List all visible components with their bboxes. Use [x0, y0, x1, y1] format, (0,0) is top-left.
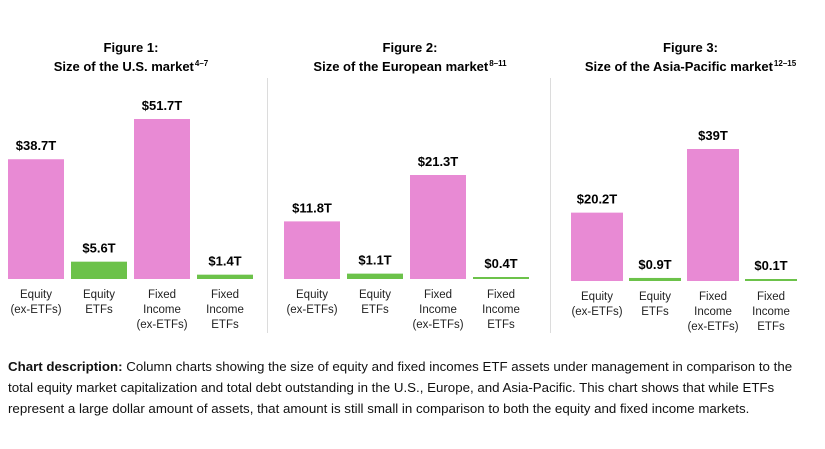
- category-label-line: Income: [143, 304, 181, 316]
- category-label-line: Equity: [581, 291, 613, 303]
- category-label-line: (ex-ETFs): [687, 321, 738, 333]
- category-label-line: Equity: [296, 289, 328, 301]
- category-label: Fixed Income (ex-ETFs): [412, 289, 463, 331]
- bar-value-label: $51.7T: [142, 98, 183, 113]
- bar: [629, 277, 681, 281]
- bar: [473, 277, 529, 279]
- category-label-line: Income: [206, 304, 244, 316]
- category-label: Equity ETFs: [639, 291, 671, 318]
- figure-number: Figure 3:: [663, 40, 718, 55]
- bar-value-label: $0.4T: [484, 256, 517, 271]
- bar: [8, 159, 64, 279]
- category-label-line: ETFs: [85, 304, 113, 316]
- figure-title: Figure 1: Size of the U.S. market4–7: [0, 40, 262, 75]
- bar-value-label: $0.9T: [638, 257, 671, 272]
- figure-title-text: Size of the Asia-Pacific market: [584, 59, 773, 74]
- figure-2: Figure 2: Size of the European market8–1…: [274, 0, 546, 345]
- category-label-line: (ex-ETFs): [10, 304, 61, 316]
- bar-value-label: $38.7T: [16, 138, 57, 153]
- chart-figure-3: $20.2T Equity (ex-ETFs) $0.9T Equity ETFs $39T…: [571, 128, 797, 333]
- category-label-line: ETFs: [757, 321, 785, 333]
- figure-title-text: Size of the U.S. market: [53, 59, 194, 74]
- bar: [410, 175, 466, 279]
- bar-value-label: $11.8T: [292, 200, 332, 215]
- bar: [284, 221, 340, 279]
- category-label: Fixed Income ETFs: [206, 289, 244, 331]
- category-label: Fixed Income ETFs: [482, 289, 520, 331]
- bar-value-label: $1.4T: [208, 254, 241, 269]
- category-label-line: (ex-ETFs): [286, 304, 337, 316]
- chart-figure-2: $11.8T Equity (ex-ETFs) $1.1T Equity ETFs $21.…: [284, 154, 529, 331]
- bar: [571, 212, 623, 281]
- category-label-line: Income: [482, 304, 520, 316]
- category-label: Fixed Income ETFs: [752, 291, 790, 333]
- bar-value-label: $20.2T: [577, 192, 618, 207]
- chart-description: Chart description: Column charts showing…: [8, 356, 816, 419]
- category-label-line: ETFs: [361, 304, 389, 316]
- category-label-line: Equity: [359, 289, 391, 301]
- category-label-line: Fixed: [699, 291, 727, 303]
- category-label: Fixed Income (ex-ETFs): [687, 291, 738, 333]
- figure-3: Figure 3: Size of the Asia-Pacific marke…: [556, 0, 825, 345]
- category-label-line: Equity: [639, 291, 671, 303]
- bar-value-label: $39T: [698, 128, 728, 143]
- category-label: Equity ETFs: [83, 289, 115, 316]
- category-label: Equity (ex-ETFs): [571, 291, 622, 318]
- title-footnote-refs: 12–15: [773, 59, 797, 68]
- figure-number: Figure 1:: [103, 40, 159, 55]
- category-label-line: (ex-ETFs): [571, 306, 622, 318]
- figure-title: Figure 2: Size of the European market8–1…: [274, 40, 546, 75]
- category-label: Equity ETFs: [359, 289, 391, 316]
- chart-figure-1: $38.7T Equity (ex-ETFs) $5.6T Equity ETFs $51.…: [8, 98, 253, 331]
- bar: [71, 261, 127, 279]
- bar: [347, 273, 403, 279]
- bar: [197, 274, 253, 279]
- category-label-line: Fixed: [148, 289, 176, 301]
- title-footnote-refs: 4–7: [194, 59, 209, 68]
- category-label-line: ETFs: [641, 306, 669, 318]
- category-label-line: Equity: [20, 289, 52, 301]
- bar-value-label: $21.3T: [418, 154, 459, 169]
- category-label: Equity (ex-ETFs): [10, 289, 61, 316]
- category-label: Equity (ex-ETFs): [286, 289, 337, 316]
- category-label-line: Fixed: [211, 289, 239, 301]
- divider: [267, 78, 268, 333]
- bar: [134, 119, 190, 279]
- figure-1: Figure 1: Size of the U.S. market4–7 $38…: [0, 0, 262, 345]
- chart-description-label: Chart description:: [8, 359, 123, 374]
- category-label-line: Fixed: [757, 291, 785, 303]
- category-label-line: Fixed: [487, 289, 515, 301]
- category-label-line: ETFs: [487, 319, 515, 331]
- divider: [550, 78, 551, 333]
- bar: [687, 149, 739, 281]
- category-label-line: ETFs: [211, 319, 239, 331]
- category-label-line: Income: [694, 306, 732, 318]
- title-footnote-refs: 8–11: [489, 59, 507, 68]
- bar-value-label: $5.6T: [82, 241, 115, 256]
- category-label-line: Income: [419, 304, 457, 316]
- category-label-line: (ex-ETFs): [412, 319, 463, 331]
- category-label-line: (ex-ETFs): [136, 319, 187, 331]
- figure-title-text: Size of the European market: [313, 59, 489, 74]
- category-label-line: Equity: [83, 289, 115, 301]
- category-label-line: Income: [752, 306, 790, 318]
- category-label: Fixed Income (ex-ETFs): [136, 289, 187, 331]
- chart-description-text: Column charts showing the size of equity…: [8, 359, 793, 416]
- figure-number: Figure 2:: [382, 40, 438, 55]
- bar: [745, 279, 797, 281]
- bar-value-label: $1.1T: [358, 253, 391, 268]
- figure-title: Figure 3: Size of the Asia-Pacific marke…: [556, 40, 825, 75]
- bar-value-label: $0.1T: [754, 258, 787, 273]
- category-label-line: Fixed: [424, 289, 452, 301]
